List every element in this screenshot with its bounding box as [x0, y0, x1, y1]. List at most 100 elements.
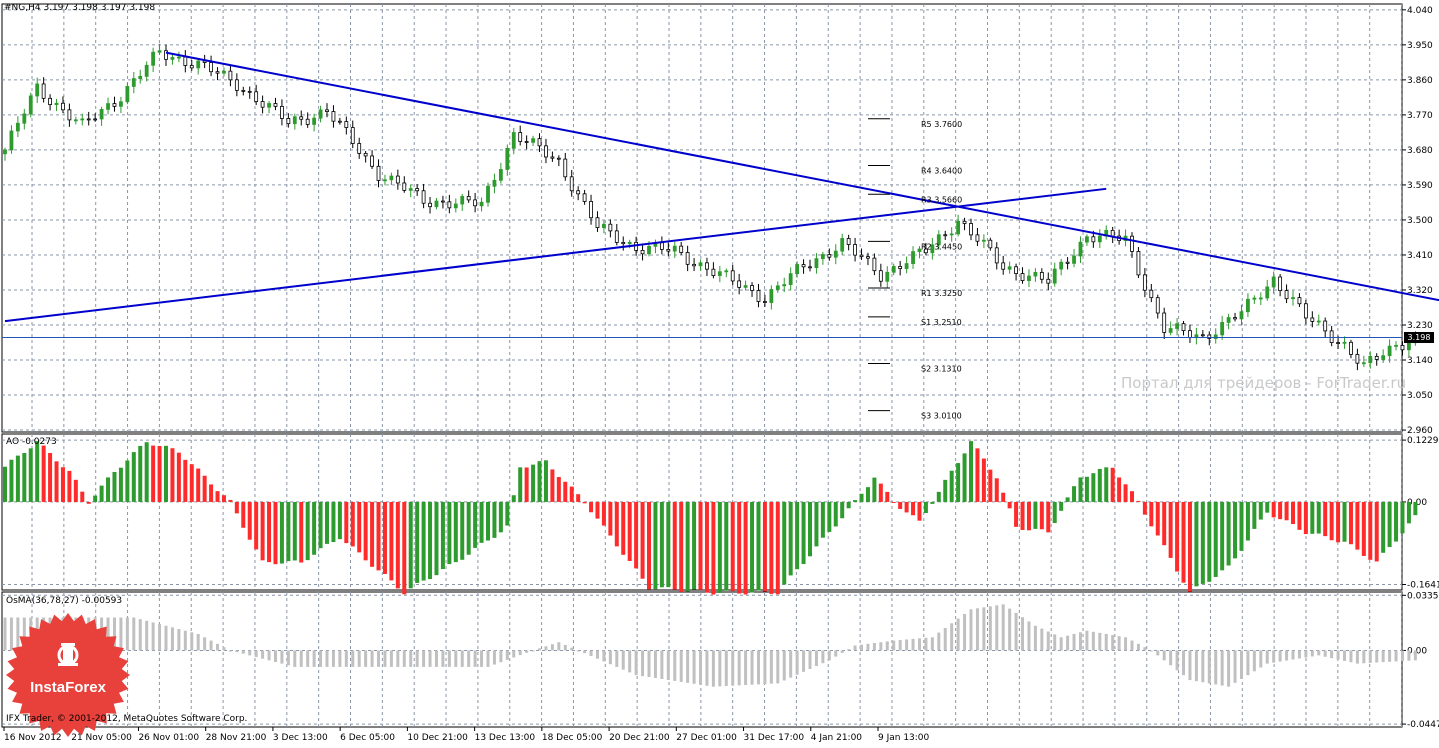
ao-bar [1052, 501, 1057, 524]
osma-bar [299, 650, 303, 667]
candle-body [647, 245, 651, 255]
candle-body [1355, 354, 1360, 364]
candle-body [131, 78, 136, 87]
osma-bar [383, 650, 387, 667]
ao-bar [1213, 501, 1218, 577]
ao-bar [498, 501, 503, 533]
osma-bar [1162, 650, 1166, 661]
osma-bar [1239, 650, 1243, 679]
ao-bar [1258, 501, 1263, 520]
osma-bar [293, 650, 297, 667]
osma-bar [280, 650, 284, 664]
candle-body [788, 273, 793, 285]
osma-bar [911, 638, 915, 651]
osma-bar [512, 650, 516, 658]
time-axis-label: 20 Dec 21:00 [609, 733, 670, 743]
osma-bar [750, 650, 754, 685]
ao-bar [601, 501, 606, 526]
ao-bar [647, 501, 651, 590]
osma-bar [1285, 650, 1289, 661]
osma-bar [756, 650, 760, 685]
candle-body [350, 127, 355, 144]
ao-bar [486, 501, 490, 541]
ao-bar [666, 501, 671, 588]
osma-bar [898, 640, 902, 651]
ao-bar [22, 452, 27, 502]
osma-bar [473, 650, 477, 667]
candle-body [22, 113, 27, 124]
osma-bar [1310, 650, 1314, 657]
osma-bar [853, 645, 857, 651]
candle-body [1188, 330, 1192, 339]
ao-bar [975, 448, 980, 502]
price-axis-label: 3.770 [1407, 111, 1433, 121]
osma-bar [937, 632, 941, 651]
candle-body [15, 122, 20, 132]
ao-bar [318, 501, 323, 549]
candle-body [698, 262, 703, 267]
candle-body [795, 264, 800, 275]
osma-bar [718, 650, 722, 687]
ao-bar [460, 501, 465, 560]
osma-bar [1304, 650, 1308, 658]
time-axis-label: 18 Dec 05:00 [542, 733, 603, 743]
ao-bar [60, 467, 65, 502]
ao-bar [428, 501, 433, 580]
ao-bar [434, 501, 439, 576]
ao-bar [672, 501, 677, 590]
candle-body [318, 109, 323, 119]
instaforex-logo: InstaForex [6, 613, 130, 737]
candle-body [814, 258, 819, 269]
osma-bar [447, 650, 451, 667]
ao-bar [176, 452, 181, 502]
osma-bar [563, 644, 567, 651]
ao-bar [202, 475, 207, 502]
ao-bar [1110, 467, 1115, 502]
time-axis-label: 31 Dec 17:00 [744, 733, 805, 743]
candle-body [1142, 274, 1147, 291]
osma-bar [769, 650, 773, 684]
ao-bar [9, 459, 14, 502]
ao-bar [878, 483, 883, 502]
candle-body [556, 157, 561, 160]
ao-indicator-label: AO -0.0273 [6, 437, 57, 447]
candle-body [234, 79, 239, 91]
ao-bar [988, 469, 993, 502]
ao-bar [1039, 501, 1044, 530]
candle-body [544, 145, 548, 158]
candle-body [917, 248, 922, 253]
candle-body [878, 270, 883, 282]
osma-bar [595, 650, 599, 659]
candles [3, 43, 1418, 371]
osma-bar [583, 650, 587, 654]
candle-body [911, 251, 915, 264]
ao-bar [350, 501, 355, 547]
candle-body [1291, 297, 1295, 300]
ao-bar [1149, 501, 1154, 527]
osma-bar [3, 617, 7, 651]
candle-body [1181, 323, 1186, 332]
osma-bar [1297, 650, 1301, 659]
osma-bar [544, 646, 548, 651]
ao-bar [138, 445, 143, 502]
price-axis-label: 4.040 [1407, 6, 1433, 16]
ao-bar [93, 495, 98, 502]
osma-bar [409, 650, 413, 667]
candle-body [724, 270, 729, 273]
ao-bar [827, 501, 832, 532]
candle-body [492, 179, 497, 187]
candle-body [376, 165, 381, 181]
osma-bar [699, 650, 703, 685]
osma-bar [988, 606, 992, 651]
candle-body [1007, 266, 1012, 270]
ao-bar [279, 501, 284, 564]
candle-body [679, 245, 684, 253]
candle-body [86, 118, 91, 121]
osma-bar [1407, 650, 1411, 661]
candle-body [189, 65, 194, 69]
price-axis-label: 3.680 [1407, 146, 1433, 156]
osma-bar [1098, 632, 1102, 651]
candle-body [833, 250, 838, 258]
